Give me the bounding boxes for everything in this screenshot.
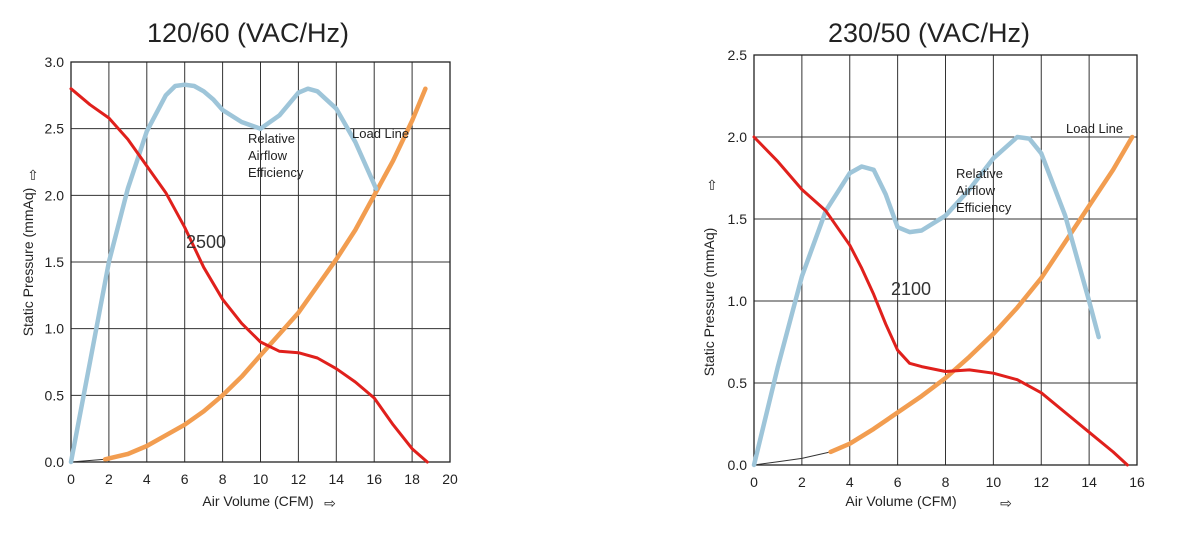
y-tick-label: 0.0	[45, 454, 65, 470]
y-tick-label: 2.0	[728, 129, 748, 145]
x-tick-label: 14	[329, 471, 345, 487]
pressure-curve-line	[752, 135, 1129, 467]
chart-title: 230/50 (VAC/Hz)	[828, 18, 1030, 48]
y-tick-label: 2.0	[45, 187, 65, 203]
chart-title: 120/60 (VAC/Hz)	[147, 18, 349, 48]
x-tick-label: 4	[846, 474, 854, 490]
efficiency-annotation-line: Airflow	[956, 183, 996, 198]
x-tick-label: 6	[894, 474, 902, 490]
y-axis-arrow-icon: ⇧	[706, 177, 718, 193]
x-tick-label: 0	[67, 471, 75, 487]
load-line	[828, 134, 1135, 455]
y-tick-label: 2.5	[728, 47, 748, 63]
x-tick-label: 10	[253, 471, 269, 487]
x-tick-label: 2	[105, 471, 113, 487]
y-axis-label: Static Pressure (mmAq)	[20, 188, 36, 337]
x-axis-arrow-icon: ⇨	[1000, 495, 1012, 511]
y-axis-label: Static Pressure (mmAq)	[701, 228, 717, 377]
load-line-thin-segment	[753, 451, 831, 466]
rpm-label: 2100	[891, 279, 931, 299]
y-tick-label: 1.5	[45, 254, 65, 270]
plot-frame	[753, 54, 1138, 466]
x-tick-label: 0	[750, 474, 758, 490]
y-tick-label: 0.5	[45, 387, 65, 403]
efficiency-annotation-line: Relative	[956, 166, 1003, 181]
efficiency-annotation-line: Airflow	[248, 148, 288, 163]
y-tick-label: 2.5	[45, 121, 65, 137]
efficiency-annotation-line: Efficiency	[956, 200, 1012, 215]
efficiency-curve-line	[751, 134, 1101, 468]
plot-frame	[70, 61, 451, 463]
x-tick-label: 12	[291, 471, 307, 487]
rpm-label: 2500	[186, 232, 226, 252]
y-tick-label: 1.5	[728, 211, 748, 227]
x-tick-label: 8	[219, 471, 227, 487]
load-line-label: Load Line	[1066, 121, 1123, 136]
y-tick-label: 1.0	[45, 321, 65, 337]
load-line-thin-segment	[70, 458, 106, 463]
y-tick-label: 0.0	[728, 457, 748, 473]
y-tick-label: 0.5	[728, 375, 748, 391]
x-tick-label: 18	[404, 471, 420, 487]
y-axis-arrow-icon: ⇧	[27, 167, 39, 183]
x-tick-label: 16	[366, 471, 382, 487]
x-tick-label: 10	[986, 474, 1002, 490]
x-axis-label: Air Volume (CFM)	[845, 493, 956, 509]
efficiency-curve-line	[68, 82, 379, 465]
x-tick-label: 6	[181, 471, 189, 487]
efficiency-annotation-line: Efficiency	[248, 165, 304, 180]
y-tick-label: 1.0	[728, 293, 748, 309]
y-tick-label: 3.0	[45, 54, 65, 70]
x-tick-label: 14	[1081, 474, 1097, 490]
x-tick-label: 20	[442, 471, 458, 487]
x-axis-label: Air Volume (CFM)	[202, 493, 313, 509]
efficiency-annotation-line: Relative	[248, 131, 295, 146]
x-tick-label: 2	[798, 474, 806, 490]
x-tick-label: 4	[143, 471, 151, 487]
x-tick-label: 16	[1129, 474, 1145, 490]
load-line-label: Load Line	[352, 126, 409, 141]
x-axis-arrow-icon: ⇨	[324, 495, 336, 511]
pressure-curve-line	[69, 87, 429, 464]
x-tick-label: 12	[1033, 474, 1049, 490]
x-tick-label: 8	[942, 474, 950, 490]
